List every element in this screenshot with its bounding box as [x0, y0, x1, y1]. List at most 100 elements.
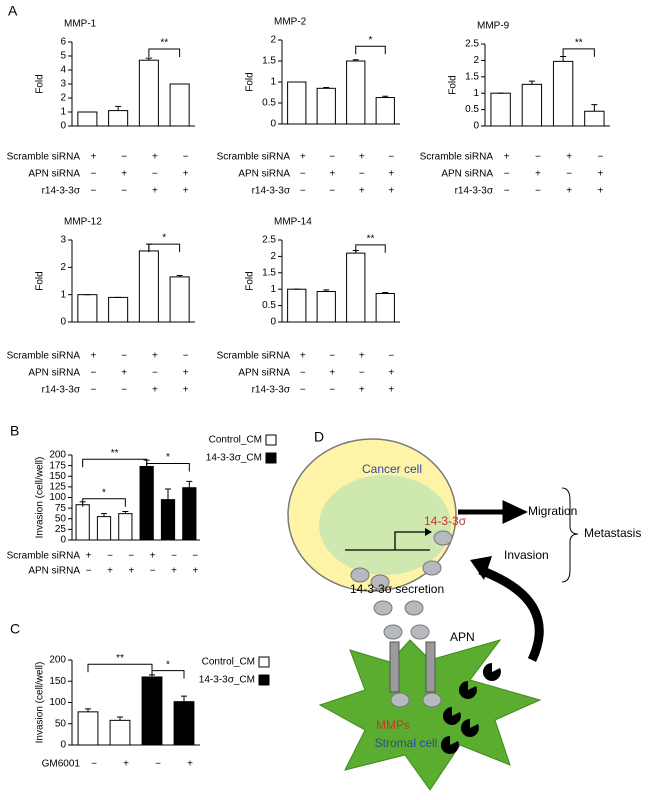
- condition-sign: −: [171, 551, 177, 562]
- chart-title: MMP-1: [64, 19, 97, 30]
- y-tick-label: 75: [55, 503, 67, 514]
- y-tick-label: 0: [60, 535, 66, 546]
- condition-label: r14-3-3σ: [252, 186, 291, 197]
- y-axis-label: Fold: [35, 271, 46, 290]
- y-axis-label: Fold: [448, 75, 459, 94]
- y-axis-label: Fold: [245, 271, 256, 290]
- y-tick-label: 3: [60, 79, 66, 90]
- y-tick-label: 200: [49, 450, 66, 461]
- stromal-cell: [318, 639, 542, 791]
- error-bar: [591, 104, 598, 112]
- mmps-label: MMPs: [376, 718, 410, 732]
- y-tick-label: 5: [60, 51, 66, 62]
- condition-sign: −: [329, 351, 335, 362]
- error-bar: [85, 708, 91, 712]
- bar: [75, 504, 90, 541]
- y-tick-label: 0: [60, 317, 66, 328]
- bar: [108, 110, 129, 127]
- secretion-label: 14-3-3σ secretion: [350, 582, 444, 596]
- y-tick-label: 150: [49, 471, 66, 482]
- error-bar: [323, 86, 330, 89]
- condition-sign: +: [566, 186, 572, 197]
- condition-sign: +: [535, 169, 541, 180]
- legend-label: Control_CM: [202, 657, 255, 668]
- bar: [77, 294, 98, 323]
- bar: [182, 487, 197, 541]
- condition-sign: −: [121, 186, 127, 197]
- significance-label: *: [369, 35, 373, 46]
- y-tick-label: 0: [60, 121, 66, 132]
- condition-sign: −: [152, 169, 158, 180]
- significance-label: **: [160, 38, 168, 49]
- y-tick-label: 0.5: [465, 104, 479, 115]
- condition-sign: −: [597, 152, 603, 163]
- y-tick-label: 2: [270, 251, 276, 262]
- error-bar: [117, 716, 123, 721]
- condition-label: Scramble siRNA: [7, 351, 81, 362]
- y-tick-label: 100: [49, 492, 66, 503]
- y-tick-label: 0.5: [262, 300, 276, 311]
- condition-sign: −: [329, 385, 335, 396]
- panel-label: B: [10, 423, 19, 439]
- condition-sign: −: [91, 759, 97, 770]
- condition-sign: −: [107, 551, 113, 562]
- y-tick-label: 2: [60, 262, 66, 273]
- condition-sign: +: [504, 152, 510, 163]
- significance-label: *: [166, 659, 170, 670]
- condition-sign: −: [192, 551, 198, 562]
- y-tick-label: 175: [49, 460, 66, 471]
- y-tick-label: 0: [270, 317, 276, 328]
- condition-sign: +: [187, 759, 193, 770]
- condition-label: APN siRNA: [28, 368, 80, 379]
- condition-sign: +: [183, 385, 189, 396]
- invasion-label: Invasion: [504, 548, 549, 562]
- condition-sign: +: [107, 566, 113, 577]
- condition-sign: −: [128, 551, 134, 562]
- error-bar: [115, 105, 122, 111]
- condition-sign: −: [150, 566, 156, 577]
- bar: [287, 81, 307, 125]
- significance-bracket: [562, 48, 595, 57]
- y-tick-label: 2.5: [262, 235, 276, 246]
- condition-label: APN siRNA: [238, 368, 290, 379]
- condition-label: Scramble siRNA: [217, 152, 291, 163]
- y-tick-label: 0.5: [262, 98, 276, 109]
- condition-sign: +: [329, 368, 335, 379]
- y-tick-label: 25: [55, 524, 67, 535]
- bar: [108, 296, 129, 323]
- condition-sign: −: [90, 186, 96, 197]
- error-bar: [186, 480, 193, 488]
- y-tick-label: 1: [60, 107, 66, 118]
- y-tick-label: 1: [473, 88, 479, 99]
- y-tick-label: 2.5: [465, 39, 479, 50]
- panel-label: D: [314, 429, 324, 445]
- y-tick-label: 50: [55, 513, 67, 524]
- condition-sign: −: [359, 169, 365, 180]
- condition-label: APN siRNA: [28, 566, 80, 577]
- bar: [96, 516, 112, 541]
- y-tick-label: 125: [49, 482, 66, 493]
- y-tick-label: 1.5: [262, 56, 276, 67]
- bar: [139, 465, 154, 541]
- y-axis-label: Fold: [245, 72, 256, 91]
- condition-sign: +: [359, 186, 365, 197]
- bar: [160, 499, 176, 541]
- condition-sign: +: [152, 385, 158, 396]
- condition-label: r14-3-3σ: [42, 385, 81, 396]
- condition-sign: +: [183, 186, 189, 197]
- significance-bracket: [146, 463, 190, 472]
- cancer-cell-label: Cancer cell: [362, 462, 422, 476]
- chart-title: MMP-9: [477, 21, 510, 32]
- bar: [316, 87, 336, 125]
- y-tick-label: 2: [60, 93, 66, 104]
- error-bar: [122, 511, 129, 514]
- y-axis-label: Fold: [35, 74, 46, 93]
- condition-sign: −: [504, 186, 510, 197]
- condition-sign: −: [388, 351, 394, 362]
- condition-label: APN siRNA: [441, 169, 493, 180]
- condition-sign: +: [90, 152, 96, 163]
- apn-receptor: [425, 641, 436, 693]
- condition-sign: −: [300, 385, 306, 396]
- invasion-arrow: [478, 565, 544, 662]
